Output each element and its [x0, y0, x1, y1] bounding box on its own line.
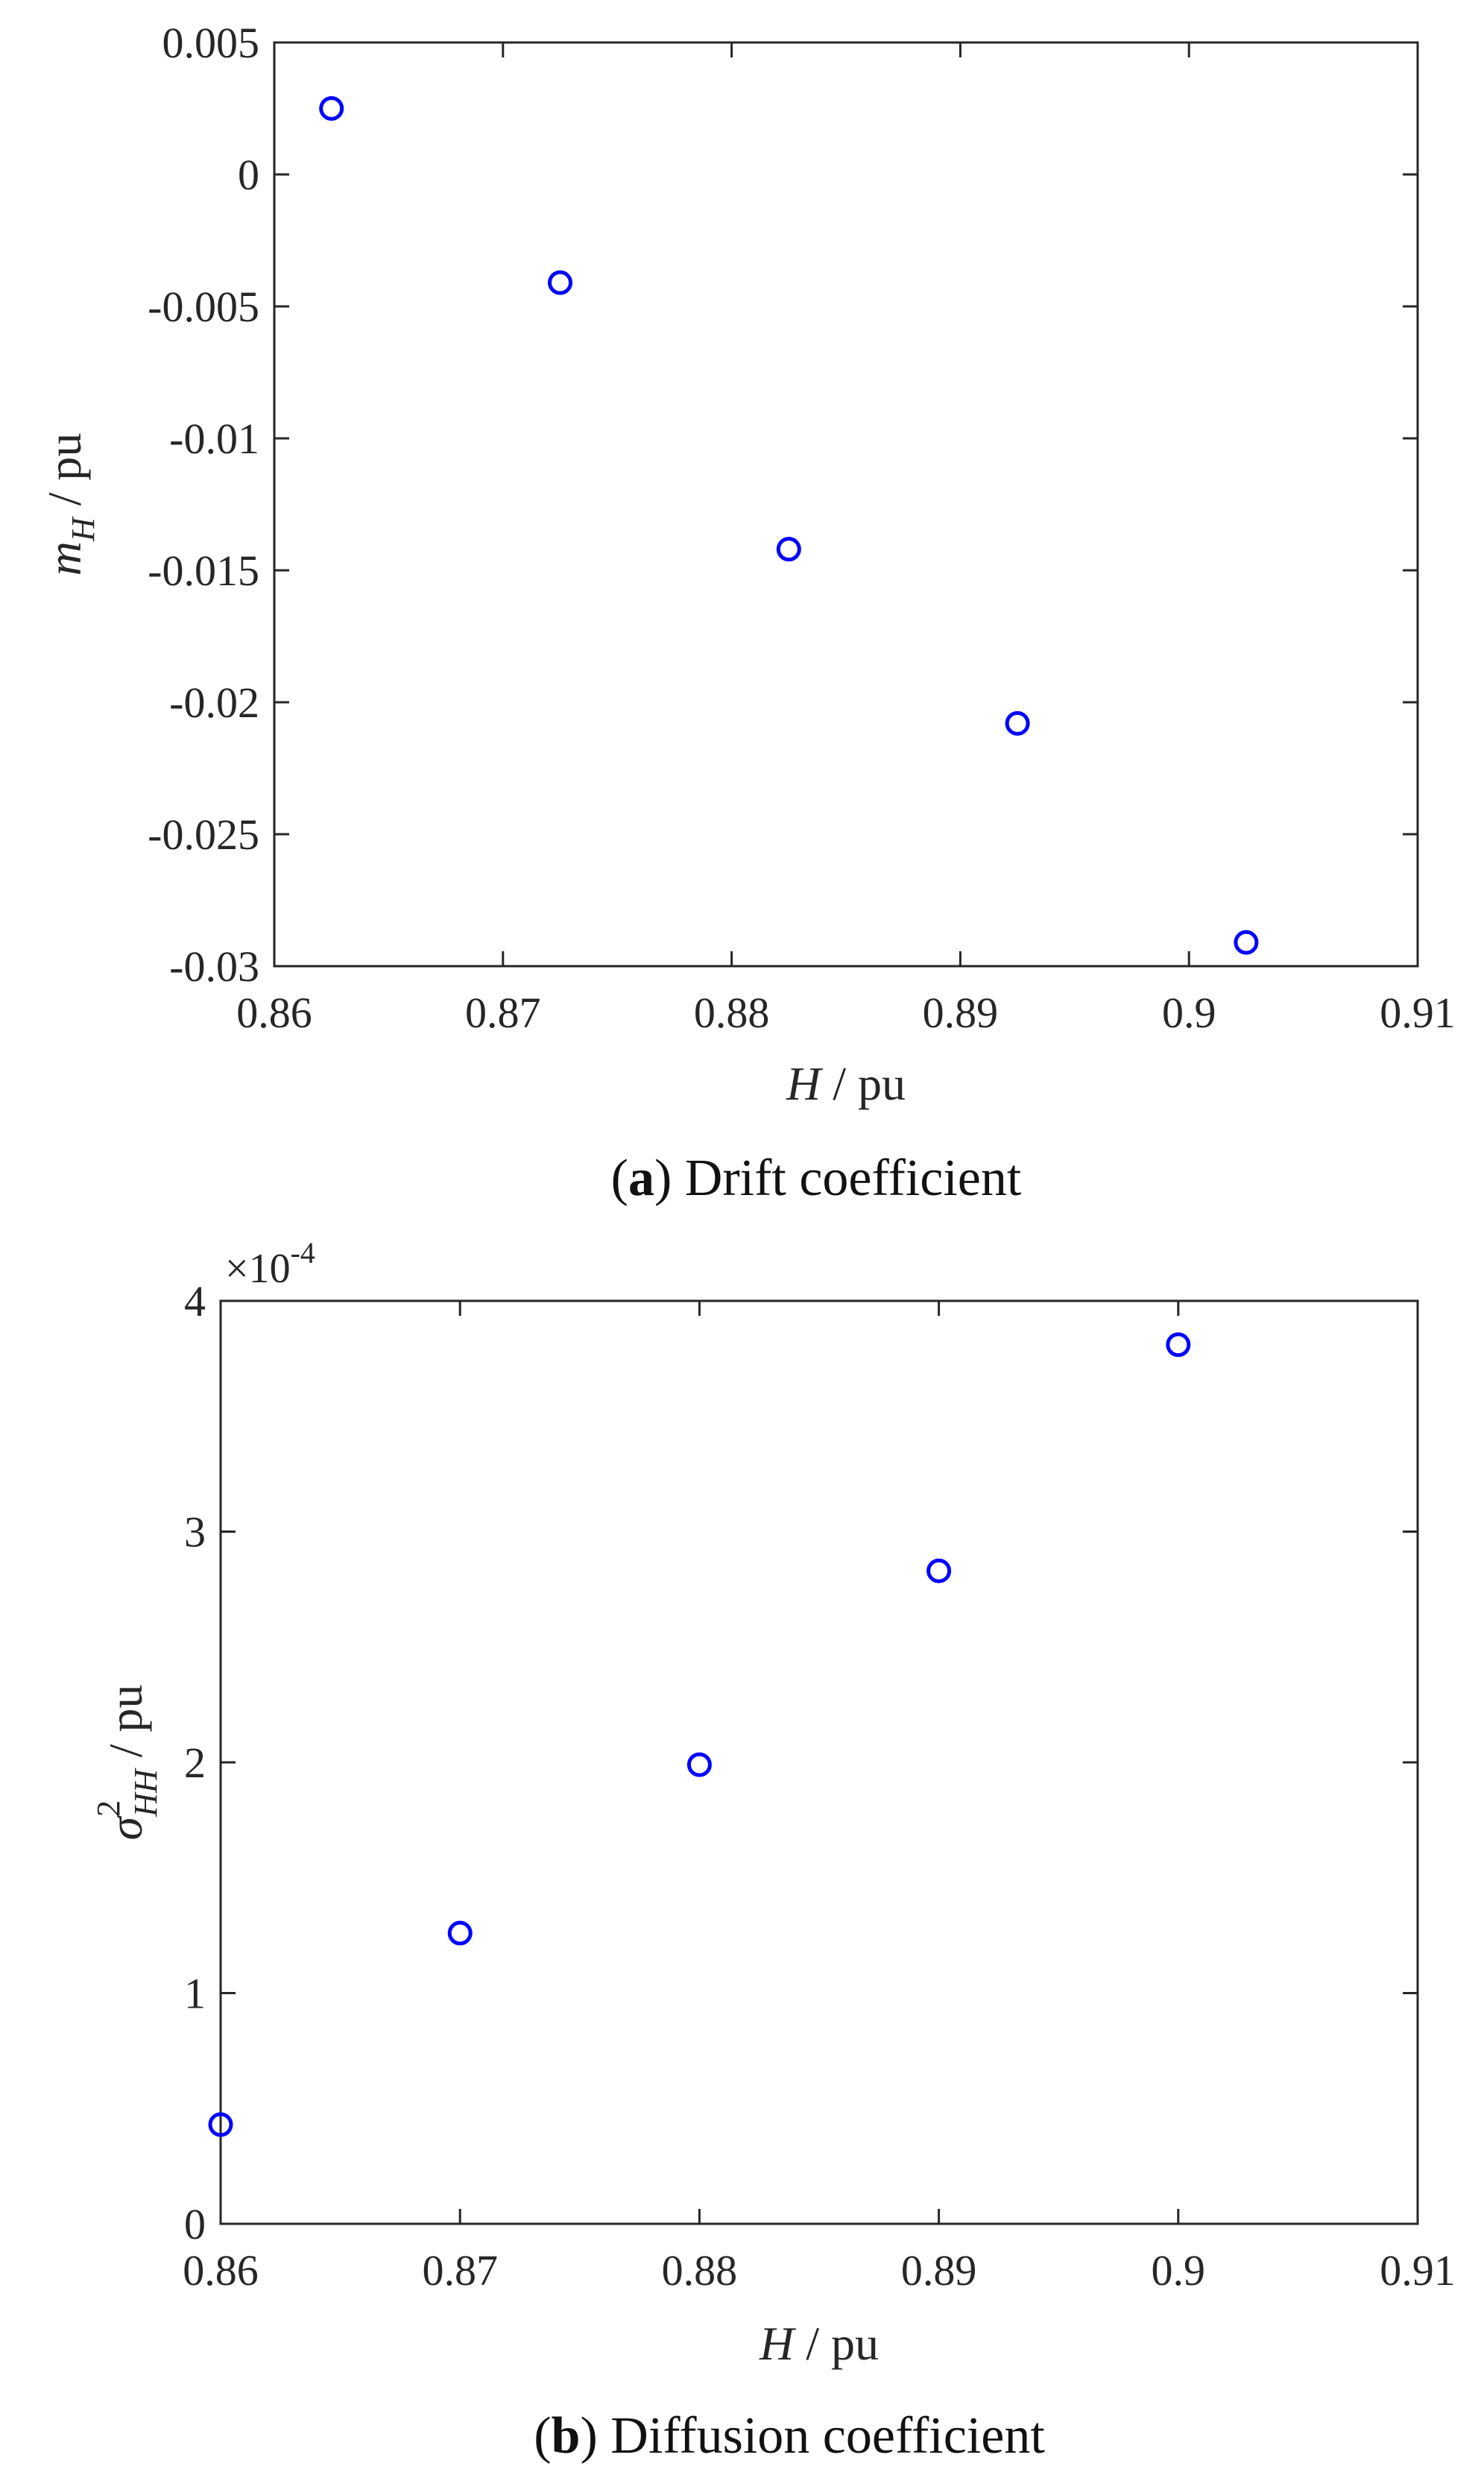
x-tick-label: 0.86	[236, 989, 312, 1037]
y-tick-label: 1	[184, 1970, 206, 2018]
y-tick-label: -0.025	[148, 810, 259, 859]
data-point	[548, 270, 572, 295]
data-point	[208, 2112, 233, 2137]
x-tick-label: 0.86	[183, 2246, 259, 2295]
x-axis-label: H / pu	[759, 2317, 879, 2370]
plot-frame	[273, 41, 1419, 968]
y-tick-label: -0.01	[169, 414, 259, 463]
x-tick-label: 0.91	[1380, 989, 1456, 1037]
y-tick-label: -0.02	[169, 678, 259, 727]
y-tick-label: -0.005	[148, 283, 259, 331]
x-axis-label: H / pu	[786, 1057, 906, 1110]
figure-caption: (b) Diffusion coefficient	[534, 2407, 1045, 2465]
data-point	[686, 1752, 712, 1777]
y-multiplier: ×10-4	[225, 1236, 315, 1292]
y-tick-label: 2	[184, 1739, 206, 1787]
x-tick-label: 0.9	[1162, 989, 1216, 1037]
y-axis-label: σ2HH / pu	[90, 1685, 164, 1841]
data-point	[1166, 1332, 1191, 1358]
figure-caption: (a) Drift coefficient	[611, 1150, 1022, 1207]
data-point	[776, 537, 801, 562]
y-tick-label: -0.015	[148, 546, 259, 595]
y-tick-label: 3	[184, 1508, 206, 1557]
y-tick-label: -0.03	[169, 942, 259, 991]
x-tick-label: 0.87	[422, 2246, 498, 2295]
x-tick-label: 0.91	[1380, 2246, 1456, 2295]
y-tick-label: 0	[184, 2200, 206, 2248]
y-tick-label: 0	[238, 151, 259, 199]
x-tick-label: 0.88	[662, 2246, 738, 2295]
x-tick-label: 0.89	[923, 989, 999, 1037]
y-tick-label: 0.005	[162, 19, 260, 67]
data-point	[1005, 710, 1030, 736]
x-tick-label: 0.9	[1152, 2246, 1206, 2295]
y-tick-label: 4	[184, 1277, 206, 1325]
chart-b: 0.86 0.87 0.88 0.89 0.9 0.91 0 1 2 3 4 ×10-4 H / pu σ…	[90, 1236, 1456, 2465]
data-point	[447, 1920, 473, 1946]
x-tick-label: 0.89	[901, 2246, 977, 2295]
data-point	[1234, 930, 1259, 955]
data-point	[319, 96, 344, 121]
data-point	[926, 1558, 952, 1583]
chart-a: 0.86 0.87 0.88 0.89 0.9 0.91 -0.03 -0.025 -0.02 -…	[38, 19, 1456, 1207]
x-tick-label: 0.88	[694, 989, 770, 1037]
y-axis-label: mH / pu	[38, 433, 101, 576]
plot-frame	[219, 1299, 1419, 2225]
x-tick-label: 0.87	[465, 989, 541, 1037]
